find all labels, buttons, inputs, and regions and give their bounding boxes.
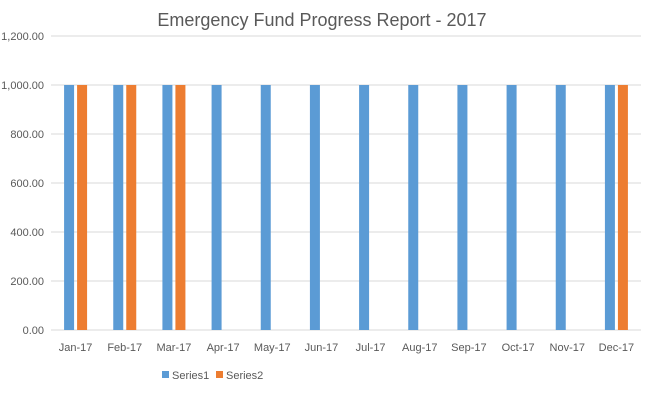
x-tick-label: Jul-17 (356, 342, 386, 354)
y-tick-label: 800.00 (10, 129, 44, 141)
x-tick-label: Oct-17 (502, 342, 535, 354)
bar-series1-jul-17 (359, 85, 370, 330)
bar-series1-dec-17 (604, 85, 615, 330)
x-tick-label: Jan-17 (59, 342, 93, 354)
x-tick-label: Mar-17 (156, 342, 191, 354)
x-tick-label: Aug-17 (402, 342, 437, 354)
chart-title: Emergency Fund Progress Report - 2017 (157, 10, 486, 30)
bar-series1-sep-17 (457, 85, 468, 330)
bar-series1-feb-17 (113, 85, 124, 330)
x-tick-label: Nov-17 (550, 342, 585, 354)
gridlines (51, 35, 641, 331)
y-tick-label: 600.00 (10, 178, 44, 190)
y-tick-label: 1,000.00 (1, 80, 44, 92)
bar-series2-feb-17 (126, 85, 137, 330)
x-tick-label: Sep-17 (451, 342, 486, 354)
x-axis-ticks: Jan-17 Feb-17 Mar-17 Apr-17 May-17 Jun-17 Jul-… (59, 342, 634, 354)
x-tick-label: Dec-17 (599, 342, 634, 354)
y-tick-label: 0.00 (23, 325, 44, 337)
bar-series1-nov-17 (555, 85, 566, 330)
bar-series2-jan-17 (77, 85, 88, 330)
legend-swatch-series1 (162, 371, 169, 378)
x-tick-label: Feb-17 (107, 342, 142, 354)
bars (64, 85, 628, 330)
legend-swatch-series2 (216, 371, 223, 378)
bar-series1-jan-17 (64, 85, 75, 330)
bar-series1-mar-17 (162, 85, 173, 330)
bar-series2-dec-17 (617, 85, 628, 330)
x-tick-label: May-17 (254, 342, 291, 354)
bar-series1-oct-17 (506, 85, 517, 330)
legend: Series1 Series2 (162, 370, 263, 382)
bar-series1-may-17 (260, 85, 271, 330)
x-tick-label: Jun-17 (305, 342, 339, 354)
legend-label-series2: Series2 (226, 370, 263, 382)
y-axis-ticks: 0.00 200.00 400.00 600.00 800.00 1,000.00 1,20… (1, 31, 44, 337)
y-tick-label: 400.00 (10, 227, 44, 239)
bar-series1-aug-17 (408, 85, 419, 330)
y-tick-label: 1,200.00 (1, 31, 44, 43)
y-tick-label: 200.00 (10, 276, 44, 288)
x-tick-label: Apr-17 (207, 342, 240, 354)
legend-label-series1: Series1 (172, 370, 209, 382)
bar-series1-jun-17 (309, 85, 320, 330)
bar-series1-apr-17 (211, 85, 222, 330)
bar-series2-mar-17 (175, 85, 186, 330)
